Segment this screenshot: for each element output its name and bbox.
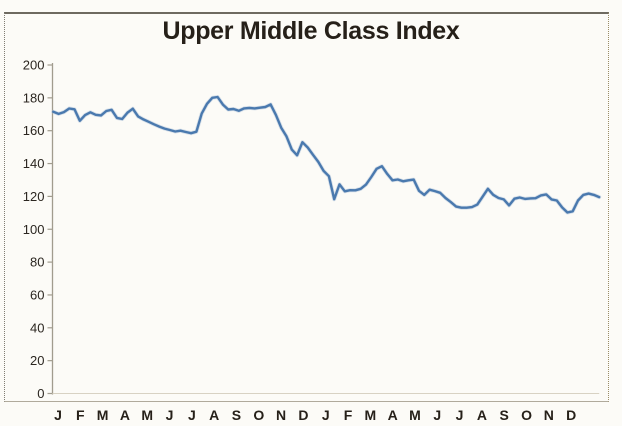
x-tick-label: A: [209, 407, 219, 423]
x-tick-label: F: [76, 407, 85, 423]
x-tick-label: F: [344, 407, 353, 423]
chart-title: Upper Middle Class Index: [162, 17, 460, 45]
series-line-halo: [51, 95, 602, 215]
x-tick-label: J: [54, 407, 62, 423]
y-tick-label: 120: [23, 189, 45, 204]
series-line: [52, 95, 601, 214]
x-tick-label: O: [521, 407, 532, 423]
x-tick-label: J: [166, 407, 174, 423]
x-tick-label: J: [188, 407, 196, 423]
x-tick-label: S: [500, 407, 509, 423]
y-tick-label: 180: [23, 90, 45, 105]
chart-border: [4, 12, 609, 402]
y-tick-label: 160: [23, 123, 45, 138]
x-tick-label: A: [477, 407, 487, 423]
x-tick-label: A: [388, 407, 398, 423]
x-tick-label: J: [433, 407, 441, 423]
x-tick-label: N: [276, 407, 286, 423]
y-tick-label: 140: [23, 156, 45, 171]
x-tick-label: O: [253, 407, 264, 423]
x-tick-label: M: [365, 407, 377, 423]
x-tick-label: S: [232, 407, 241, 423]
y-tick-label: 100: [23, 222, 45, 237]
y-tick-label: 20: [30, 353, 44, 368]
x-tick-label: J: [322, 407, 330, 423]
x-tick-label: J: [456, 407, 464, 423]
x-tick-label: N: [544, 407, 554, 423]
y-tick-label: 80: [30, 255, 44, 270]
y-tick-label: 200: [23, 58, 45, 73]
x-tick-label: M: [409, 407, 421, 423]
y-tick-label: 60: [30, 287, 44, 302]
x-tick-label: D: [566, 407, 576, 423]
x-tick-label: M: [141, 407, 153, 423]
y-tick-label: 40: [30, 320, 44, 335]
x-tick-label: M: [97, 407, 109, 423]
x-tick-label: A: [120, 407, 130, 423]
x-tick-label: D: [298, 407, 308, 423]
y-tick-label: 0: [37, 386, 44, 401]
